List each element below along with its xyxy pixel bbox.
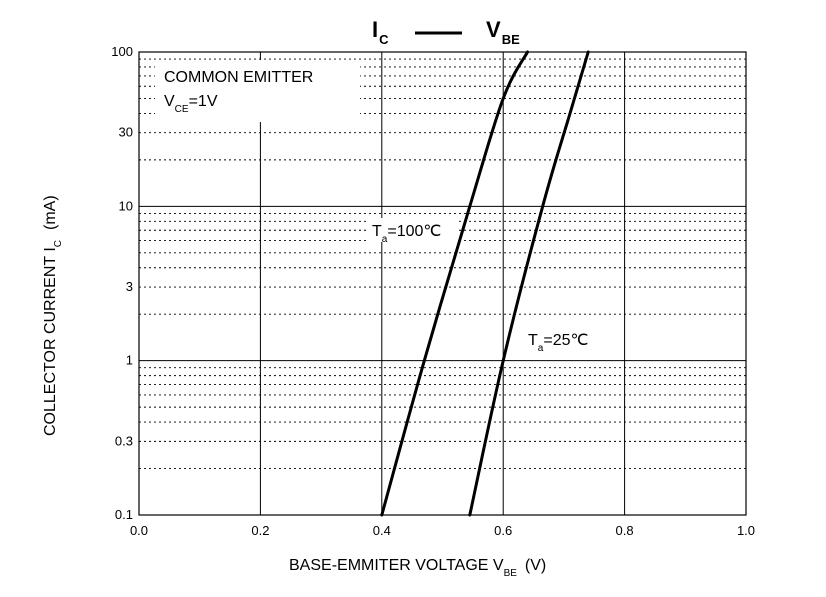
y-tick-label: 0.3 xyxy=(115,433,133,448)
series-annotations: Ta=100℃ Ta=25℃ xyxy=(368,218,600,354)
x-tick-label: 0.4 xyxy=(373,523,391,538)
y-tick-label: 0.1 xyxy=(115,507,133,522)
y-axis-label: COLLECTOR CURRENT IC(mA) xyxy=(42,195,64,436)
x-tick-label: 1.0 xyxy=(737,523,755,538)
legend-background xyxy=(155,60,360,122)
series-line-ta-25c xyxy=(468,50,590,517)
series-line-ta-100c xyxy=(380,50,529,517)
series-group xyxy=(380,50,590,517)
y-tick-label: 30 xyxy=(119,125,133,140)
annotation-bg-25c xyxy=(524,328,600,352)
x-tick-label: 0.8 xyxy=(616,523,634,538)
x-tick-label: 0.0 xyxy=(130,523,148,538)
chart-title: IC VBE xyxy=(372,17,520,47)
annotation-bg-100c xyxy=(368,218,456,242)
title-ic: IC xyxy=(372,17,389,47)
title-vbe: VBE xyxy=(486,17,520,47)
y-tick-label: 3 xyxy=(126,279,133,294)
legend-line-2: VCE=1V xyxy=(164,93,218,115)
x-axis-label: BASE-EMMITER VOLTAGE VBE (V) xyxy=(289,557,546,579)
annotation-25c: Ta=25℃ xyxy=(528,332,588,354)
y-tick-label: 100 xyxy=(111,44,133,59)
legend-line-1: COMMON EMITTER xyxy=(164,69,313,86)
y-tick-labels: 0.1 0.3 1 3 10 30 100 xyxy=(111,44,133,522)
y-tick-label: 10 xyxy=(119,198,133,213)
x-tick-labels: 0.0 0.2 0.4 0.6 0.8 1.0 xyxy=(130,523,755,538)
annotation-100c: Ta=100℃ xyxy=(372,223,441,245)
x-tick-label: 0.2 xyxy=(251,523,269,538)
plot-frame xyxy=(138,51,747,516)
legend-box: COMMON EMITTER VCE=1V xyxy=(155,60,360,122)
x-tick-label: 0.6 xyxy=(494,523,512,538)
y-tick-label: 1 xyxy=(126,353,133,368)
